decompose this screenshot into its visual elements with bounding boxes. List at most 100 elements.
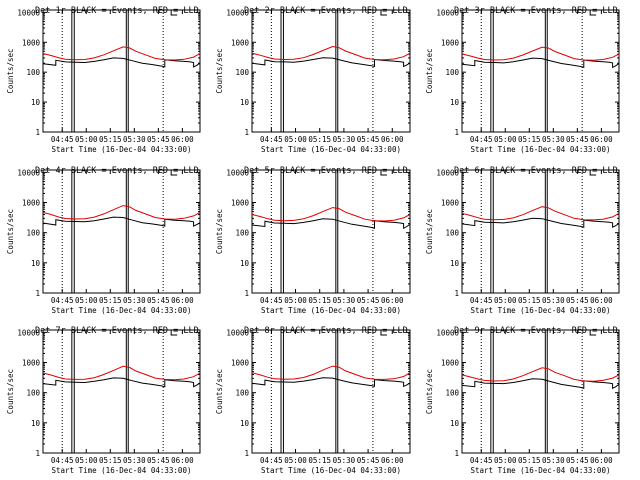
y-tick-label: 10 [240, 259, 250, 268]
x-tick-label: 04:45 [51, 456, 74, 465]
x-axis-label: Start Time (16-Dec-04 04:33:00) [261, 145, 401, 154]
y-tick-label: 100 [445, 389, 459, 398]
x-tick-label: 04:45 [51, 296, 74, 305]
x-axis-label: Start Time (16-Dec-04 04:33:00) [261, 306, 401, 315]
y-tick-label: 1000 [441, 199, 460, 208]
top-bracket-mark [380, 170, 387, 176]
x-tick-label: 05:30 [123, 135, 146, 144]
panel-title: Det 5r BLACK = Events, RED = LLD [244, 166, 408, 176]
x-tick-label: 04:45 [51, 135, 74, 144]
lld-series-line [42, 205, 201, 220]
top-bracket-mark [170, 170, 178, 176]
x-tick-label: 05:00 [75, 296, 98, 305]
x-axis-label: Start Time (16-Dec-04 04:33:00) [52, 145, 192, 154]
x-tick-label: 04:45 [470, 296, 493, 305]
x-tick-label: 05:45 [357, 296, 380, 305]
panel-title: Det 7r BLACK = Events, RED = LLD [35, 326, 199, 336]
x-tick-label: 04:45 [260, 135, 283, 144]
y-tick-label: 10000 [17, 168, 40, 177]
y-tick-label: 1 [35, 289, 40, 298]
y-tick-label: 10000 [436, 168, 459, 177]
detector-panel: Det 3r BLACK = Events, RED = LLD 1 10 100 10… [425, 6, 620, 154]
top-bracket-mark [380, 330, 387, 336]
y-tick-label: 10 [450, 419, 460, 428]
y-tick-label: 1 [244, 128, 249, 137]
x-tick-label: 05:30 [123, 456, 146, 465]
x-tick-label: 05:45 [566, 456, 589, 465]
detector-panel: Det 9r BLACK = Events, RED = LLD 1 10 100 10… [425, 326, 620, 475]
y-tick-label: 10 [31, 419, 41, 428]
lld-series-line [42, 46, 201, 61]
y-axis-label: Counts/sec [6, 48, 15, 93]
x-tick-label: 06:00 [381, 135, 404, 144]
x-tick-label: 05:45 [147, 456, 170, 465]
y-tick-label: 1000 [22, 199, 41, 208]
y-tick-label: 100 [26, 389, 40, 398]
x-axis-label: Start Time (16-Dec-04 04:33:00) [471, 466, 611, 475]
y-tick-label: 10 [240, 419, 250, 428]
events-series-line [251, 218, 411, 230]
y-tick-label: 1 [35, 128, 40, 137]
events-series-line [461, 378, 620, 390]
x-tick-label: 05:00 [284, 296, 307, 305]
x-tick-label: 05:30 [333, 135, 356, 144]
plot-frame [251, 9, 411, 133]
x-axis-label: Start Time (16-Dec-04 04:33:00) [52, 306, 192, 315]
detector-panel: Det 6r BLACK = Events, RED = LLD 1 10 100 10… [425, 166, 620, 315]
x-tick-label: 05:30 [123, 296, 146, 305]
x-tick-label: 05:00 [284, 135, 307, 144]
x-tick-label: 05:45 [566, 296, 589, 305]
x-tick-label: 05:45 [357, 456, 380, 465]
y-axis-label: Counts/sec [425, 369, 434, 414]
x-tick-label: 05:30 [542, 135, 565, 144]
x-tick-label: 04:45 [470, 135, 493, 144]
y-tick-label: 100 [445, 229, 459, 238]
y-tick-label: 10 [450, 98, 460, 107]
x-tick-label: 06:00 [171, 456, 194, 465]
detector-panel: Det 7r BLACK = Events, RED = LLD 1 10 100 10… [6, 326, 201, 475]
panel-title: Det 3r BLACK = Events, RED = LLD [454, 6, 618, 16]
x-tick-label: 05:15 [518, 456, 541, 465]
y-tick-label: 1000 [22, 38, 41, 47]
y-axis-label: Counts/sec [6, 209, 15, 254]
plot-frame [251, 169, 411, 294]
x-tick-label: 05:15 [518, 296, 541, 305]
x-tick-label: 05:00 [494, 296, 517, 305]
events-series-line [461, 57, 620, 69]
y-axis-label: Counts/sec [215, 209, 224, 254]
x-tick-label: 06:00 [171, 135, 194, 144]
y-tick-label: 100 [445, 68, 459, 77]
x-tick-label: 05:15 [99, 296, 122, 305]
y-tick-label: 1000 [22, 359, 41, 368]
panel-title: Det 9r BLACK = Events, RED = LLD [454, 326, 618, 336]
events-series-line [251, 377, 411, 388]
plot-frame [461, 169, 620, 294]
x-tick-label: 06:00 [590, 135, 613, 144]
x-tick-label: 05:15 [308, 296, 331, 305]
lld-series-line [251, 45, 411, 61]
y-tick-label: 100 [235, 229, 249, 238]
detector-panel: Det 1r BLACK = Events, RED = LLD 1 10 100 10… [6, 6, 201, 154]
y-tick-label: 10000 [226, 8, 249, 17]
y-tick-label: 10 [240, 98, 250, 107]
detector-panel: Det 8r BLACK = Events, RED = LLD 1 10 100 10… [215, 326, 411, 475]
events-series-line [42, 216, 201, 227]
detector-panel: Det 5r BLACK = Events, RED = LLD 1 10 100 10… [215, 166, 411, 315]
y-tick-label: 1000 [441, 38, 460, 47]
plot-frame [251, 329, 411, 454]
plot-frame [42, 329, 201, 454]
y-tick-label: 1000 [231, 199, 250, 208]
y-tick-label: 10 [450, 259, 460, 268]
lld-series-line [251, 365, 411, 380]
plot-frame [42, 169, 201, 294]
x-tick-label: 05:45 [147, 296, 170, 305]
panel-title: Det 8r BLACK = Events, RED = LLD [244, 326, 408, 336]
panel-title: Det 4r BLACK = Events, RED = LLD [35, 166, 199, 176]
y-axis-label: Counts/sec [6, 369, 15, 414]
x-tick-label: 05:00 [494, 456, 517, 465]
y-tick-label: 1 [454, 449, 459, 458]
x-tick-label: 05:00 [75, 456, 98, 465]
top-bracket-mark [170, 10, 178, 16]
x-tick-label: 06:00 [590, 296, 613, 305]
x-tick-label: 04:45 [470, 456, 493, 465]
